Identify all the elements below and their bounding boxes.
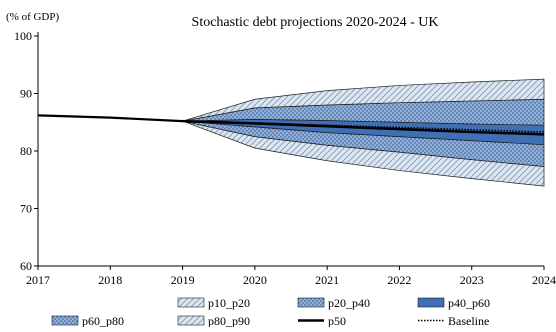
x-tick-label: 2023 — [460, 273, 484, 287]
x-tick-label: 2021 — [315, 273, 339, 287]
y-tick-label: 70 — [20, 202, 32, 216]
legend-item-p60-p80: p60_p80 — [51, 314, 124, 328]
x-tick-label: 2022 — [387, 273, 411, 287]
axes: 60 70 80 90 100 2017 2018 2019 2020 2021 2022 2023 2… — [14, 29, 556, 287]
legend-label: p20_p40 — [328, 296, 370, 310]
legend-swatch-p80-p90 — [177, 315, 205, 326]
legend-swatch-p20-p40 — [297, 297, 325, 308]
legend-label: p80_p90 — [208, 314, 250, 327]
fan-bands — [182, 78, 545, 187]
x-tick-label: 2019 — [171, 273, 195, 287]
chart-title: Stochastic debt projections 2020-2024 - … — [192, 15, 439, 30]
legend-item-p10-p20: p10_p20 — [177, 296, 250, 310]
legend-item-baseline: Baseline — [418, 314, 489, 328]
x-tick-label: 2018 — [98, 273, 122, 287]
legend-swatch-p10-p20 — [177, 297, 205, 308]
legend-item-p50: p50 — [298, 314, 346, 328]
y-tick-label: 80 — [20, 144, 32, 158]
historical-line — [37, 114, 183, 123]
legend-swatch-p60-p80 — [51, 315, 79, 326]
y-axis-unit-label: (% of GDP) — [6, 11, 59, 23]
y-tick-label: 100 — [14, 29, 32, 43]
legend: p10_p20 p20_p40 p40_p60 p60_p80 p80_p90 p50 Ba… — [51, 296, 490, 328]
series-lines — [37, 114, 545, 136]
x-tick-label: 2020 — [243, 273, 267, 287]
legend-label: p60_p80 — [82, 314, 124, 327]
legend-label: p40_p60 — [448, 296, 490, 310]
x-tick-label: 2017 — [26, 273, 50, 287]
line-baseline — [182, 120, 545, 133]
legend-label: p10_p20 — [208, 296, 250, 310]
band-p80-p90 — [182, 78, 545, 122]
legend-swatch-p40-p60 — [417, 297, 445, 308]
legend-item-p80-p90: p80_p90 — [177, 314, 250, 328]
y-tick-label: 60 — [20, 259, 32, 273]
legend-item-p20-p40: p20_p40 — [297, 296, 370, 310]
y-tick-label: 90 — [20, 87, 32, 101]
legend-label: p50 — [328, 314, 346, 327]
legend-label: Baseline — [448, 314, 489, 327]
x-tick-label: 2024 — [532, 273, 556, 287]
legend-item-p40-p60: p40_p60 — [417, 296, 490, 310]
